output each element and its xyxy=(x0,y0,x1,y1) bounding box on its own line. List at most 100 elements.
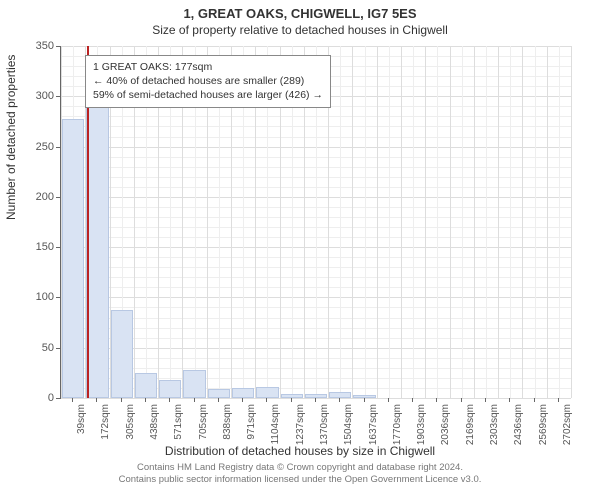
y-tick-mark xyxy=(56,147,60,148)
gridline-v xyxy=(425,46,426,398)
histogram-bar xyxy=(208,389,230,398)
annotation-line: 1 GREAT OAKS: 177sqm xyxy=(93,60,323,74)
y-tick-label: 250 xyxy=(14,141,54,153)
gridline-v xyxy=(401,46,402,398)
histogram-bar xyxy=(329,392,351,398)
annotation-box: 1 GREAT OAKS: 177sqm← 40% of detached ho… xyxy=(85,55,331,108)
gridline-v-minor xyxy=(559,46,560,398)
gridline-v xyxy=(377,46,378,398)
x-tick-label: 2436sqm xyxy=(513,404,524,448)
histogram-bar xyxy=(353,395,375,398)
gridline-v-minor xyxy=(486,46,487,398)
gridline-v xyxy=(547,46,548,398)
x-tick-label: 971sqm xyxy=(246,404,257,448)
x-tick-label: 1903sqm xyxy=(416,404,427,448)
gridline-v-minor xyxy=(535,46,536,398)
x-tick-mark xyxy=(388,398,389,402)
x-tick-label: 705sqm xyxy=(198,404,209,448)
footer: Contains HM Land Registry data © Crown c… xyxy=(0,462,600,487)
y-tick-label: 0 xyxy=(14,392,54,404)
page-title: 1, GREAT OAKS, CHIGWELL, IG7 5ES xyxy=(0,0,600,21)
gridline-v-minor xyxy=(340,46,341,398)
y-tick-mark xyxy=(56,398,60,399)
x-tick-mark xyxy=(509,398,510,402)
footer-line-2: Contains public sector information licen… xyxy=(0,474,600,486)
histogram-bar xyxy=(256,387,278,398)
histogram-bar xyxy=(62,119,84,398)
gridline-v-minor xyxy=(413,46,414,398)
x-tick-mark xyxy=(121,398,122,402)
x-tick-label: 1770sqm xyxy=(392,404,403,448)
gridline-v-minor xyxy=(389,46,390,398)
histogram-bar xyxy=(281,394,303,398)
y-tick-mark xyxy=(56,96,60,97)
gridline-v-minor xyxy=(437,46,438,398)
gridline-v xyxy=(522,46,523,398)
x-tick-label: 1237sqm xyxy=(295,404,306,448)
gridline-v xyxy=(571,46,572,398)
y-tick-label: 300 xyxy=(14,90,54,102)
gridline-h xyxy=(61,398,571,399)
x-tick-label: 2569sqm xyxy=(538,404,549,448)
histogram-bar xyxy=(86,107,108,398)
x-tick-mark xyxy=(145,398,146,402)
y-tick-label: 200 xyxy=(14,191,54,203)
x-tick-mark xyxy=(194,398,195,402)
x-tick-mark xyxy=(339,398,340,402)
x-tick-mark xyxy=(534,398,535,402)
chart-container: 1, GREAT OAKS, CHIGWELL, IG7 5ES Size of… xyxy=(0,0,600,500)
x-tick-label: 438sqm xyxy=(149,404,160,448)
x-tick-mark xyxy=(169,398,170,402)
x-tick-label: 2702sqm xyxy=(562,404,573,448)
gridline-v-minor xyxy=(365,46,366,398)
y-tick-mark xyxy=(56,297,60,298)
x-tick-mark xyxy=(485,398,486,402)
x-tick-label: 1370sqm xyxy=(319,404,330,448)
histogram-bar xyxy=(183,370,205,398)
x-tick-mark xyxy=(412,398,413,402)
x-tick-mark xyxy=(266,398,267,402)
x-tick-mark xyxy=(96,398,97,402)
gridline-v-minor xyxy=(510,46,511,398)
footer-line-1: Contains HM Land Registry data © Crown c… xyxy=(0,462,600,474)
x-tick-label: 1637sqm xyxy=(368,404,379,448)
x-tick-label: 1104sqm xyxy=(270,404,281,448)
histogram-bar xyxy=(135,373,157,398)
y-tick-label: 100 xyxy=(14,291,54,303)
gridline-v xyxy=(474,46,475,398)
x-tick-label: 571sqm xyxy=(173,404,184,448)
x-tick-mark xyxy=(72,398,73,402)
x-tick-label: 172sqm xyxy=(100,404,111,448)
x-tick-mark xyxy=(364,398,365,402)
annotation-line: ← 40% of detached houses are smaller (28… xyxy=(93,74,323,88)
x-tick-mark xyxy=(315,398,316,402)
annotation-line: 59% of semi-detached houses are larger (… xyxy=(93,88,323,102)
y-tick-label: 150 xyxy=(14,241,54,253)
gridline-v xyxy=(352,46,353,398)
x-tick-label: 39sqm xyxy=(76,404,87,448)
x-tick-mark xyxy=(291,398,292,402)
x-tick-label: 2036sqm xyxy=(440,404,451,448)
gridline-v-minor xyxy=(462,46,463,398)
x-tick-label: 1504sqm xyxy=(343,404,354,448)
x-tick-mark xyxy=(461,398,462,402)
x-tick-label: 838sqm xyxy=(222,404,233,448)
y-tick-mark xyxy=(56,197,60,198)
x-tick-mark xyxy=(218,398,219,402)
x-tick-label: 305sqm xyxy=(125,404,136,448)
y-tick-label: 50 xyxy=(14,342,54,354)
x-tick-mark xyxy=(242,398,243,402)
page-subtitle: Size of property relative to detached ho… xyxy=(0,21,600,37)
histogram-bar xyxy=(159,380,181,398)
gridline-v xyxy=(498,46,499,398)
histogram-bar xyxy=(111,310,133,399)
x-tick-label: 2169sqm xyxy=(465,404,476,448)
y-tick-mark xyxy=(56,348,60,349)
x-tick-mark xyxy=(558,398,559,402)
x-tick-label: 2303sqm xyxy=(489,404,500,448)
x-tick-mark xyxy=(436,398,437,402)
y-tick-mark xyxy=(56,247,60,248)
gridline-v xyxy=(450,46,451,398)
histogram-bar xyxy=(232,388,254,398)
y-tick-mark xyxy=(56,46,60,47)
